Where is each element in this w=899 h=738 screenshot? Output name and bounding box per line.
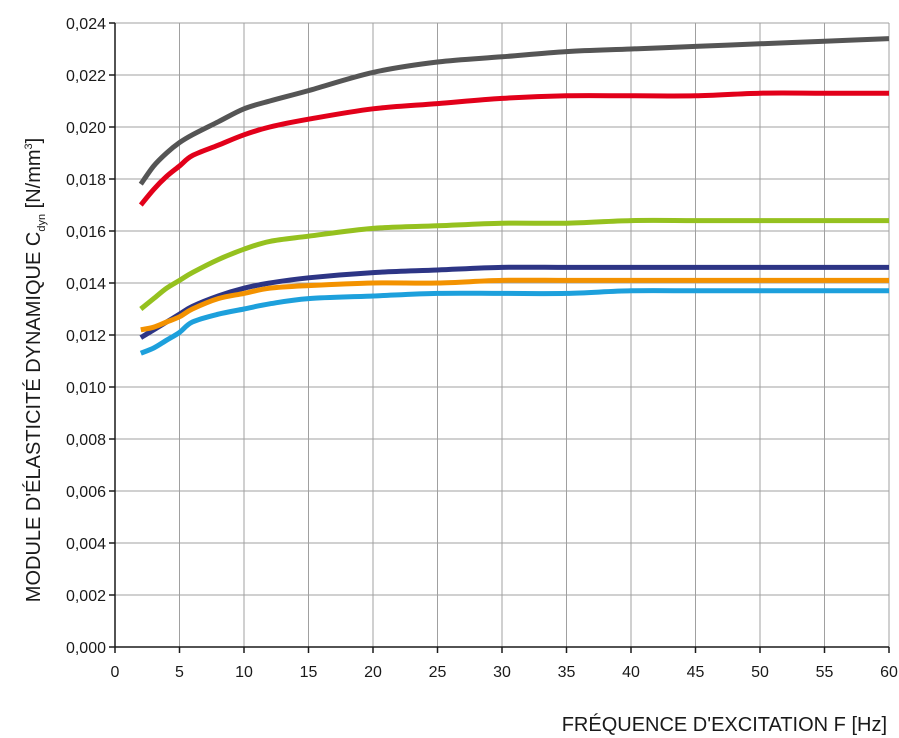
x-tick-label: 25 (429, 664, 447, 681)
x-tick-label: 35 (558, 664, 576, 681)
series-line-3 (139, 217, 889, 311)
y-axis-title-subscript: dyn (36, 214, 48, 232)
series-line-5 (140, 277, 889, 333)
y-tick-label: 0,006 (66, 484, 106, 501)
y-tick-label: 0,008 (66, 432, 106, 449)
axes (109, 22, 890, 653)
x-tick-label: 20 (364, 664, 382, 681)
x-tick-label: 55 (816, 664, 834, 681)
x-tick-label: 40 (622, 664, 640, 681)
y-tick-label: 0,018 (66, 172, 106, 189)
y-tick-label: 0,022 (66, 68, 106, 85)
y-axis-title-main: MODULE D'ÉLASTICITÉ DYNAMIQUE C (22, 232, 45, 603)
x-tick-label: 5 (175, 664, 184, 681)
grid-lines (115, 22, 890, 647)
y-tick-label: 0,004 (66, 536, 106, 553)
y-axis-title-unit: [N/mm (23, 149, 45, 213)
y-axis-title-unit-superscript: 3 (23, 143, 35, 149)
x-tick-label: 60 (880, 664, 898, 681)
y-tick-label: 0,000 (66, 640, 106, 657)
y-tick-label: 0,014 (66, 276, 106, 293)
x-tick-label: 45 (687, 664, 705, 681)
x-axis-title: FRÉQUENCE D'EXCITATION F [Hz] (562, 713, 887, 736)
x-tick-label: 15 (300, 664, 318, 681)
series-lines (138, 36, 890, 356)
x-tick-label: 50 (751, 664, 769, 681)
y-tick-label: 0,012 (66, 328, 106, 345)
y-tick-label: 0,020 (66, 120, 106, 137)
y-tick-label: 0,024 (66, 16, 106, 33)
y-axis-title: MODULE D'ÉLASTICITÉ DYNAMIQUE Cdyn [N/mm… (22, 138, 48, 602)
x-tick-label: 0 (111, 664, 120, 681)
y-axis-title-unit-close: ] (23, 138, 45, 144)
series-line-2 (138, 90, 889, 207)
series-line-1 (138, 36, 890, 186)
x-tick-label: 10 (235, 664, 253, 681)
x-tick-labels: 0 5 10 15 20 25 30 35 40 45 50 55 60 (111, 664, 898, 681)
y-tick-label: 0,002 (66, 588, 106, 605)
series-line-6 (139, 288, 889, 356)
y-tick-label: 0,010 (66, 380, 106, 397)
y-tick-labels: 0,000 0,002 0,004 0,006 0,008 0,010 0,012 0,014… (66, 16, 106, 657)
y-tick-label: 0,016 (66, 224, 106, 241)
x-tick-label: 30 (493, 664, 511, 681)
